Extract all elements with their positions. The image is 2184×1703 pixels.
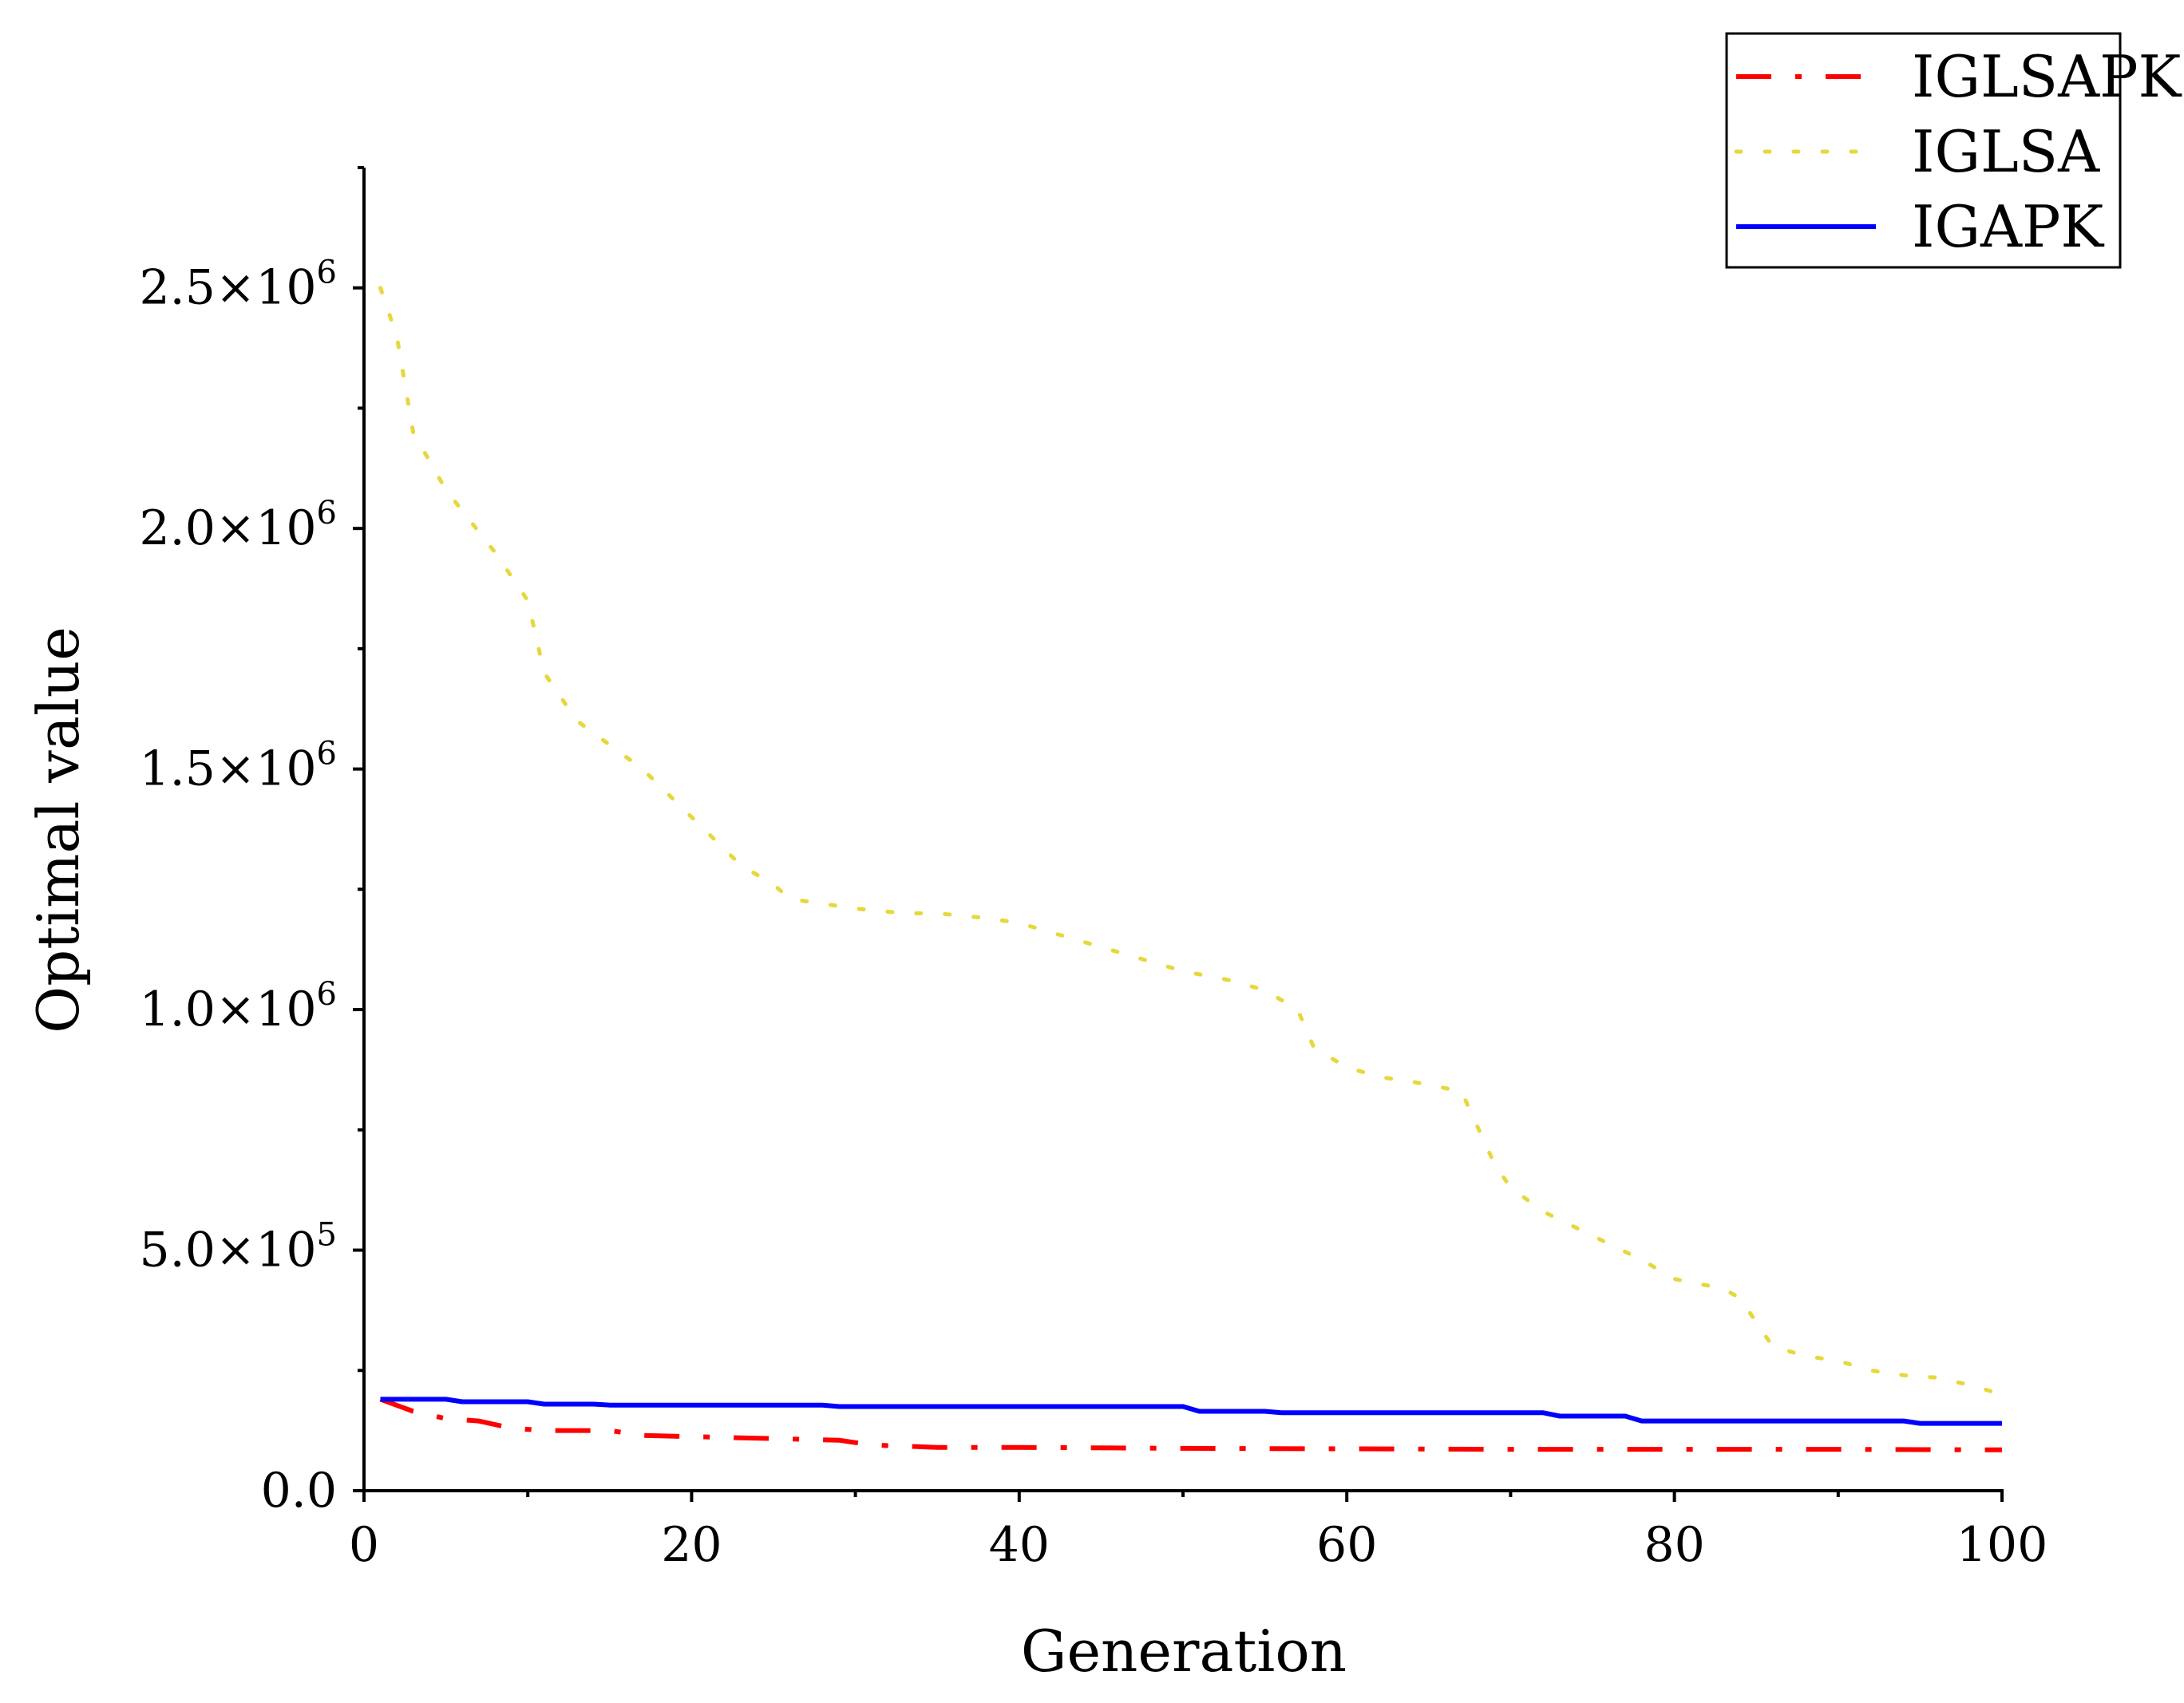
y-tick-label: 5.0×105 [140,1217,338,1278]
y-axis-title: Optimal value [25,626,92,1033]
y-tick-label: 0.0 [261,1463,337,1519]
y-tick-label: 1.0×106 [140,976,338,1037]
legend: IGLSAPK IGLSA IGAPK [1725,32,2182,269]
legend-label-iglsapk: IGLSAPK [1912,43,2182,110]
x-axis-ticks: 0 20 40 60 80 100 [349,1491,2048,1573]
plot-area: 0.0 5.0×105 1.0×106 1.5×106 2.0×106 2.5×106 0… [140,166,2048,1573]
series-line-igapk [380,1397,2002,1426]
y-axis-ticks: 0.0 5.0×105 1.0×106 1.5×106 2.0×106 2.5×106 [140,166,364,1519]
series-line-iglsa [378,286,2004,1397]
legend-label-iglsa: IGLSA [1912,118,2100,185]
x-tick-label: 40 [989,1517,1050,1573]
x-tick-label: 0 [349,1517,379,1573]
y-tick-label: 2.0×106 [140,495,338,556]
x-axis-title: Generation [1021,1618,1347,1685]
x-tick-label: 20 [661,1517,722,1573]
x-tick-label: 100 [1956,1517,2048,1573]
series-layer [378,286,2004,1452]
y-tick-label: 1.5×106 [140,736,338,797]
y-tick-label: 2.5×106 [140,255,338,316]
series-line-iglsapk [379,1397,2003,1452]
x-tick-label: 60 [1316,1517,1377,1573]
x-tick-label: 80 [1644,1517,1704,1573]
legend-label-igapk: IGAPK [1912,193,2104,260]
